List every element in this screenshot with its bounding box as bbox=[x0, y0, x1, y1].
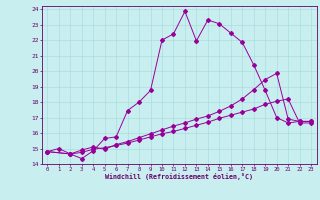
X-axis label: Windchill (Refroidissement éolien,°C): Windchill (Refroidissement éolien,°C) bbox=[105, 173, 253, 180]
